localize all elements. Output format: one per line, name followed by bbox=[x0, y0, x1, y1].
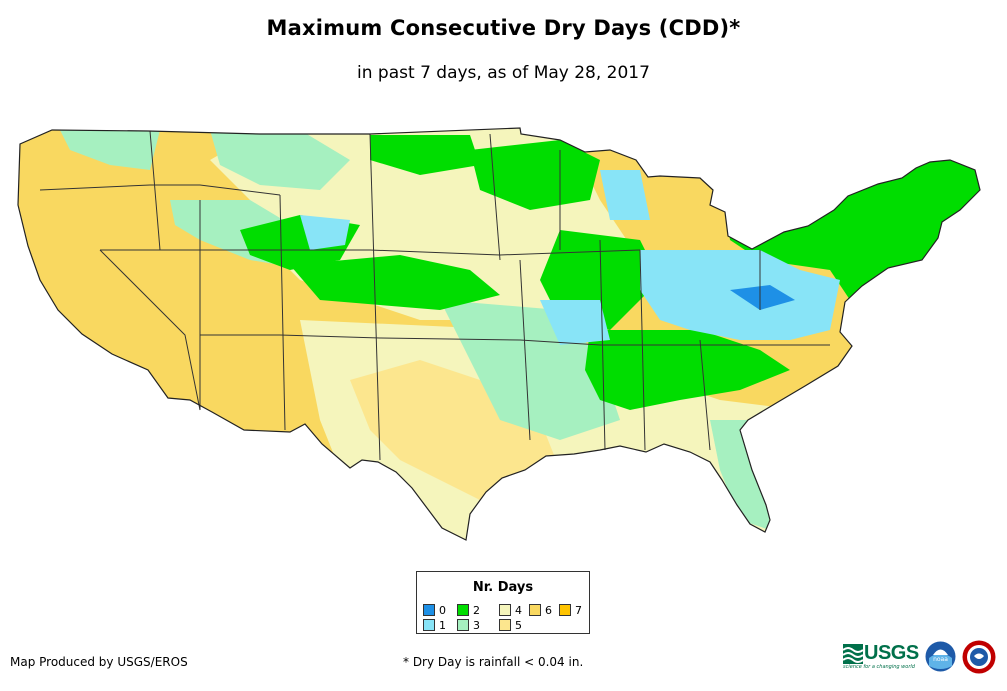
border-line-12 bbox=[699, 339, 711, 451]
border-line-13 bbox=[99, 249, 201, 411]
legend-label: 4 bbox=[515, 603, 522, 617]
legend-title: Nr. Days bbox=[472, 580, 534, 595]
legend-swatch bbox=[559, 604, 571, 616]
map-producer-credit: Map Produced by USGS/EROS bbox=[10, 655, 188, 669]
legend-swatch bbox=[457, 619, 469, 631]
legend-item-0: 0 bbox=[423, 603, 446, 617]
usgs-wave-icon bbox=[843, 644, 863, 664]
legend: Nr. Days 0 2 4 6 7 1 3 5 bbox=[416, 571, 590, 634]
border-line-4 bbox=[149, 130, 161, 251]
legend-swatch bbox=[423, 619, 435, 631]
legend-label: 6 bbox=[545, 603, 552, 617]
region-5-days-texas bbox=[350, 360, 560, 500]
border-line-10 bbox=[599, 239, 606, 451]
region-2-days-colorado bbox=[290, 255, 500, 310]
region-3-days-montana bbox=[210, 130, 350, 190]
noaa-logo: noaa bbox=[925, 641, 956, 672]
legend-item-1: 1 bbox=[423, 618, 446, 632]
region-2-days-dakota bbox=[370, 135, 480, 175]
usgs-logo-text: USGS bbox=[864, 642, 919, 664]
legend-item-5: 5 bbox=[499, 618, 522, 632]
legend-label: 2 bbox=[473, 603, 480, 617]
cdd-region-layer bbox=[18, 128, 980, 540]
region-2-days-north bbox=[470, 140, 600, 210]
usgs-logo: USGS science for a changing world bbox=[843, 642, 919, 672]
legend-item-6: 6 bbox=[529, 603, 552, 617]
border-line-11 bbox=[639, 249, 646, 451]
map-title: Maximum Consecutive Dry Days (CDD)* bbox=[266, 16, 741, 40]
border-line-3 bbox=[200, 334, 830, 346]
legend-label: 5 bbox=[515, 618, 522, 632]
legend-swatch bbox=[423, 604, 435, 616]
border-line-8 bbox=[489, 133, 501, 261]
dry-day-footnote: * Dry Day is rainfall < 0.04 in. bbox=[403, 655, 584, 669]
legend-item-3: 3 bbox=[457, 618, 480, 632]
noaa-logo-text: noaa bbox=[933, 656, 948, 663]
region-0-days-ohio bbox=[730, 285, 795, 310]
state-borders bbox=[39, 130, 830, 461]
legend-label: 0 bbox=[439, 603, 446, 617]
region-1-day-wisconsin bbox=[600, 170, 650, 220]
legend-item-4: 4 bbox=[499, 603, 522, 617]
border-line-9 bbox=[519, 259, 531, 441]
legend-swatch bbox=[499, 619, 511, 631]
border-line-1 bbox=[39, 184, 281, 196]
map-subtitle: in past 7 days, as of May 28, 2017 bbox=[357, 63, 650, 83]
border-line-7 bbox=[369, 133, 381, 461]
legend-item-2: 2 bbox=[457, 603, 480, 617]
region-1-day-missouri bbox=[540, 300, 610, 345]
legend-swatch bbox=[529, 604, 541, 616]
legend-label: 3 bbox=[473, 618, 480, 632]
nws-logo bbox=[962, 640, 996, 674]
region-3-days-washington bbox=[60, 130, 160, 170]
region-1-day-wyoming bbox=[300, 215, 350, 250]
legend-swatch bbox=[499, 604, 511, 616]
usgs-logo-tagline: science for a changing world bbox=[843, 664, 915, 670]
legend-item-7: 7 bbox=[559, 603, 582, 617]
border-line-2 bbox=[100, 249, 641, 256]
region-2-days-southeast bbox=[585, 330, 790, 410]
legend-label: 1 bbox=[439, 618, 446, 632]
legend-label: 7 bbox=[575, 603, 582, 617]
legend-swatch bbox=[457, 604, 469, 616]
border-line-6 bbox=[279, 194, 286, 431]
